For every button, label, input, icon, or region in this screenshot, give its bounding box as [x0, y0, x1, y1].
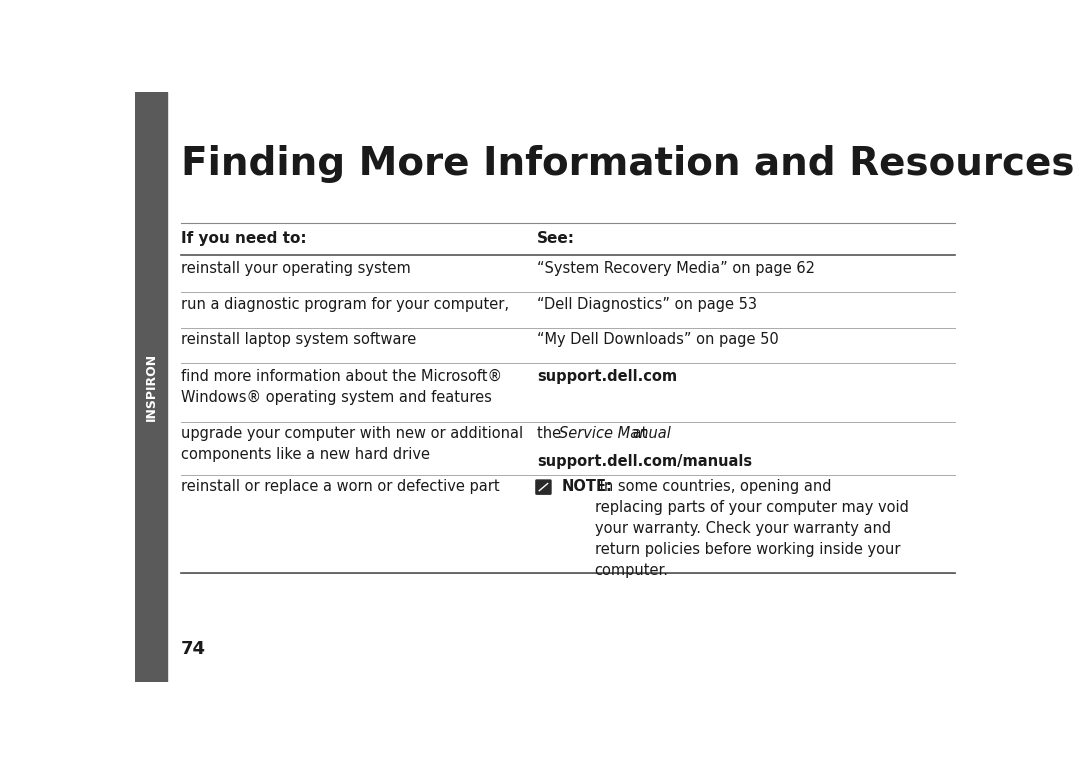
- Text: find more information about the Microsoft®
Windows® operating system and feature: find more information about the Microsof…: [181, 369, 502, 405]
- Text: the: the: [537, 427, 566, 441]
- Text: reinstall laptop system software: reinstall laptop system software: [181, 332, 416, 347]
- Text: Finding More Information and Resources: Finding More Information and Resources: [181, 145, 1075, 183]
- Text: 74: 74: [181, 640, 206, 658]
- Bar: [135, 92, 166, 682]
- Text: Service Manual: Service Manual: [558, 427, 671, 441]
- Text: run a diagnostic program for your computer,: run a diagnostic program for your comput…: [181, 296, 509, 312]
- Text: at: at: [627, 427, 647, 441]
- Text: “Dell Diagnostics” on page 53: “Dell Diagnostics” on page 53: [537, 296, 757, 312]
- Text: “My Dell Downloads” on page 50: “My Dell Downloads” on page 50: [537, 332, 779, 347]
- Text: reinstall or replace a worn or defective part: reinstall or replace a worn or defective…: [181, 480, 500, 494]
- Text: NOTE:: NOTE:: [562, 480, 612, 494]
- Text: support.dell.com: support.dell.com: [537, 369, 677, 384]
- Text: See:: See:: [537, 231, 575, 246]
- Text: reinstall your operating system: reinstall your operating system: [181, 261, 410, 277]
- Text: If you need to:: If you need to:: [181, 231, 307, 246]
- Text: In some countries, opening and
replacing parts of your computer may void
your wa: In some countries, opening and replacing…: [594, 480, 908, 578]
- Text: support.dell.com/manuals: support.dell.com/manuals: [537, 454, 752, 469]
- FancyBboxPatch shape: [536, 480, 551, 494]
- Text: “System Recovery Media” on page 62: “System Recovery Media” on page 62: [537, 261, 814, 277]
- Text: upgrade your computer with new or additional
components like a new hard drive: upgrade your computer with new or additi…: [181, 427, 523, 463]
- Text: INSPIRON: INSPIRON: [145, 353, 158, 421]
